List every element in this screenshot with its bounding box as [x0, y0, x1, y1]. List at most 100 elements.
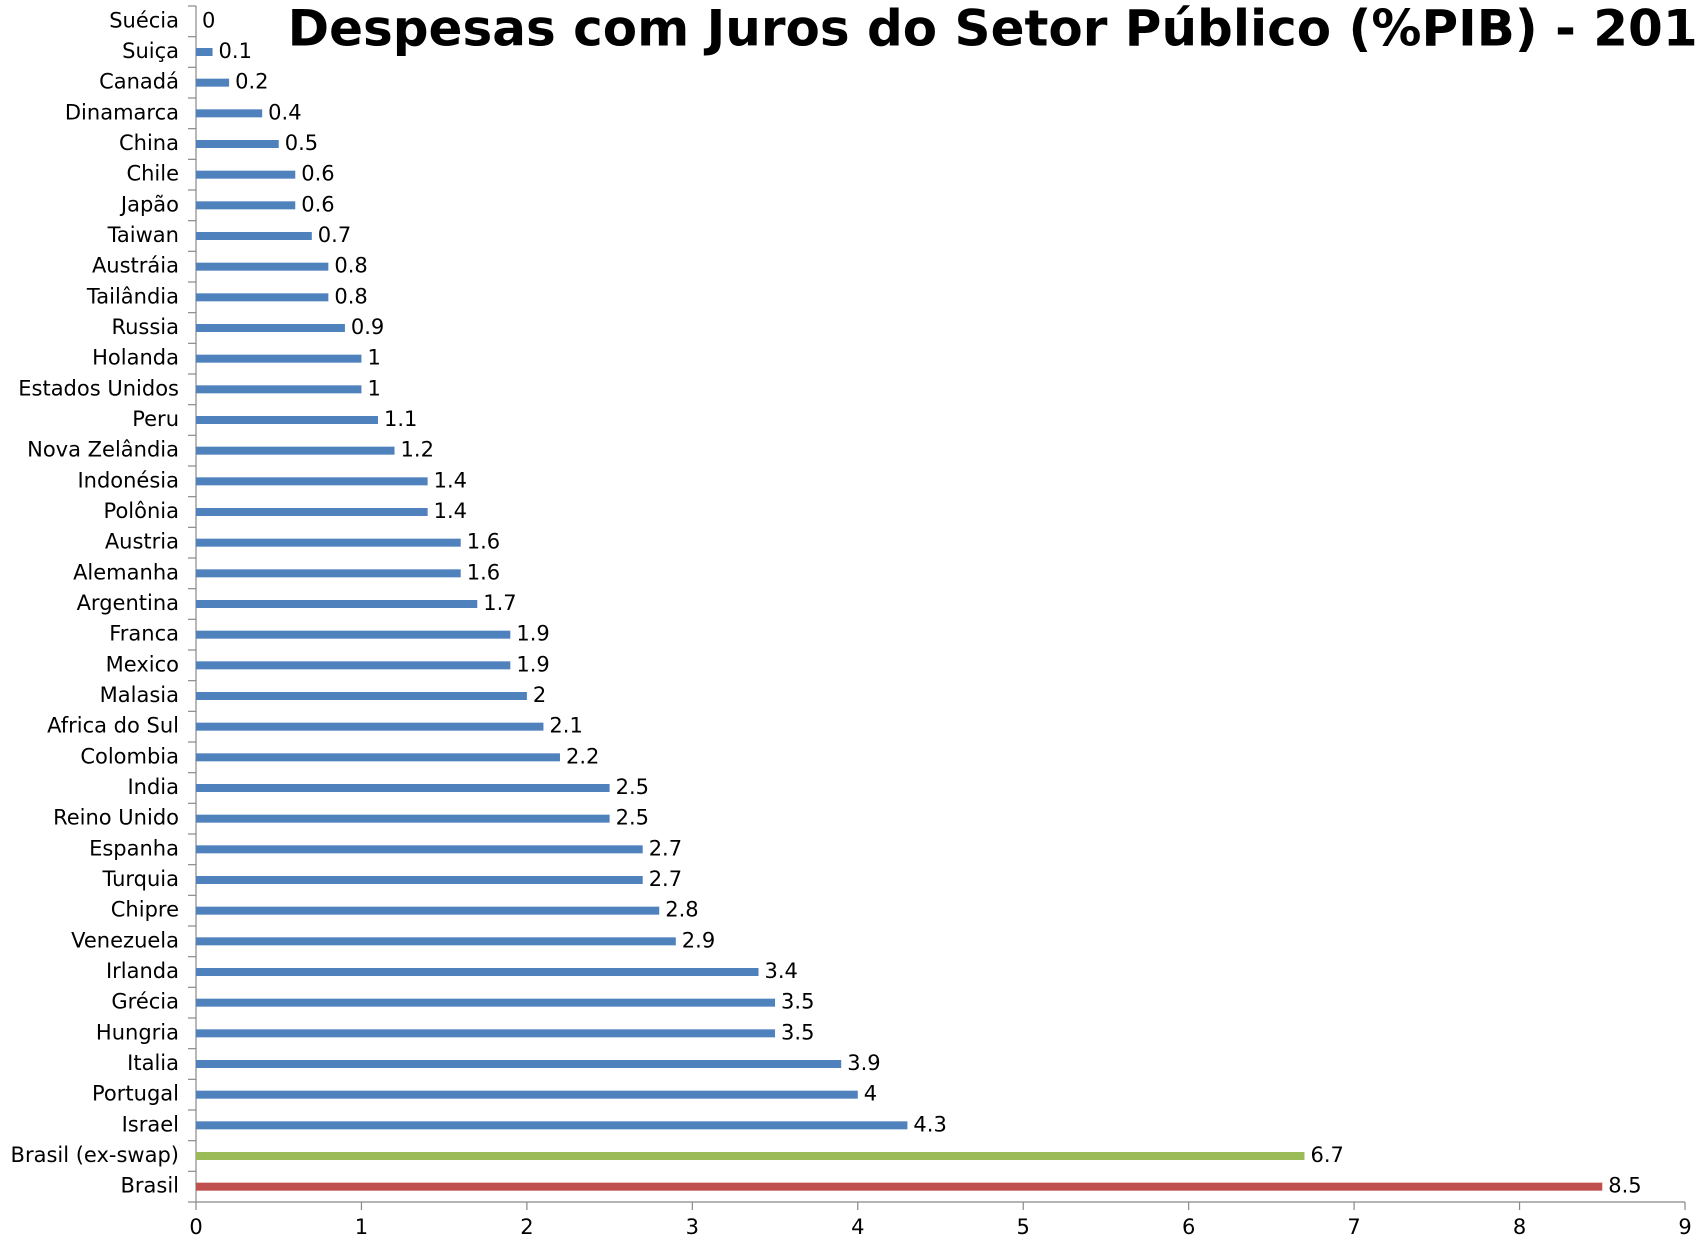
bar	[196, 814, 610, 823]
bar	[196, 293, 329, 302]
y-tick-label: Africa do Sul	[47, 714, 179, 738]
value-label: 1	[367, 376, 380, 400]
y-tick-label: Polônia	[104, 499, 179, 523]
y-tick-label: Grécia	[111, 990, 179, 1014]
bar	[196, 600, 478, 608]
bar	[196, 109, 263, 118]
bar	[196, 446, 395, 455]
value-label: 3.4	[765, 959, 798, 983]
y-tick-label: Mexico	[106, 652, 179, 676]
y-tick-label: Brasil	[120, 1174, 179, 1198]
y-tick-label: Alemanha	[73, 560, 179, 584]
value-label: 1.7	[483, 591, 516, 615]
value-label: 2.9	[682, 928, 715, 952]
y-tick-label: Taiwan	[107, 223, 179, 247]
y-tick-label: Irlanda	[106, 959, 179, 983]
x-tick-label: 7	[1347, 1215, 1360, 1239]
bar	[196, 385, 362, 394]
x-tick-label: 2	[520, 1215, 533, 1239]
y-tick-label: Canadá	[99, 70, 179, 94]
y-tick-label: Indonésia	[77, 468, 179, 492]
y-tick-label: Reino Unido	[53, 806, 179, 830]
value-label: 1.6	[467, 530, 500, 554]
y-tick-label: Suécia	[109, 8, 179, 32]
bar	[196, 722, 544, 731]
value-label: 1.2	[401, 438, 434, 462]
y-tick-label: Brasil (ex-swap)	[11, 1143, 179, 1167]
y-tick-label: India	[127, 775, 179, 799]
value-label: 1.4	[434, 468, 467, 492]
value-label: 6.7	[1310, 1143, 1343, 1167]
y-tick-label: Tailândia	[86, 284, 179, 308]
value-label: 0.1	[219, 39, 252, 63]
y-tick-label: Russia	[111, 315, 179, 339]
value-label: 0.6	[301, 162, 334, 186]
x-tick-label: 6	[1182, 1215, 1195, 1239]
value-label: 0.2	[235, 70, 268, 94]
x-tick-label: 3	[686, 1215, 699, 1239]
value-label: 0.4	[268, 100, 301, 124]
bar	[196, 201, 296, 210]
bar	[196, 692, 527, 700]
value-label: 2.7	[649, 836, 682, 860]
value-label: 4.3	[913, 1112, 946, 1136]
y-tick-label: Colombia	[80, 744, 179, 768]
value-label: 0.6	[301, 192, 334, 216]
y-tick-label: Suiça	[122, 39, 179, 63]
bar	[196, 968, 759, 976]
y-tick-label: Malasia	[100, 683, 179, 707]
value-label: 1.4	[434, 499, 467, 523]
bar	[196, 630, 511, 639]
x-tick-label: 8	[1513, 1215, 1526, 1239]
y-tick-label: Espanha	[89, 836, 179, 860]
y-tick-label: Nova Zelândia	[27, 438, 179, 462]
bar	[196, 477, 428, 486]
y-tick-label: Turquia	[101, 867, 179, 891]
x-tick-label: 0	[189, 1215, 202, 1239]
bar	[196, 1060, 842, 1068]
x-tick-label: 9	[1678, 1215, 1691, 1239]
bar	[196, 784, 610, 792]
bar	[196, 508, 428, 516]
y-tick-label: Portugal	[92, 1082, 179, 1106]
value-label: 2.5	[616, 806, 649, 830]
value-label: 0.8	[334, 284, 367, 308]
bar	[196, 232, 312, 240]
y-tick-label: Estados Unidos	[18, 376, 179, 400]
value-label: 3.9	[847, 1051, 880, 1075]
value-label: 0.9	[351, 315, 384, 339]
bar	[196, 1182, 1603, 1191]
x-tick-label: 1	[355, 1215, 368, 1239]
y-tick-label: Argentina	[77, 591, 179, 615]
value-label: 2.5	[616, 775, 649, 799]
y-tick-label: Venezuela	[71, 928, 179, 952]
y-tick-label: Israel	[122, 1112, 179, 1136]
y-tick-label: Hungria	[96, 1020, 179, 1044]
bar	[196, 170, 296, 179]
value-label: 2.7	[649, 867, 682, 891]
bar	[196, 48, 213, 56]
y-tick-label: Holanda	[92, 346, 179, 370]
y-tick-label: Austria	[105, 530, 179, 554]
y-tick-label: China	[119, 131, 179, 155]
value-label: 3.5	[781, 990, 814, 1014]
value-label: 1.9	[516, 652, 549, 676]
bar	[196, 1121, 908, 1130]
bar	[196, 416, 378, 424]
value-label: 1	[367, 346, 380, 370]
bar	[196, 140, 279, 148]
y-tick-label: Dinamarca	[65, 100, 179, 124]
bar	[196, 906, 660, 915]
bar	[196, 661, 511, 670]
value-label: 2.1	[549, 714, 582, 738]
bar	[196, 354, 362, 363]
value-label: 8.5	[1608, 1174, 1641, 1198]
bar	[196, 845, 643, 854]
y-tick-label: Franca	[109, 622, 179, 646]
y-tick-label: Peru	[132, 407, 179, 431]
bar	[196, 876, 643, 884]
value-label: 2	[533, 683, 546, 707]
bar	[196, 78, 230, 87]
value-label: 2.2	[566, 744, 599, 768]
value-label: 3.5	[781, 1020, 814, 1044]
